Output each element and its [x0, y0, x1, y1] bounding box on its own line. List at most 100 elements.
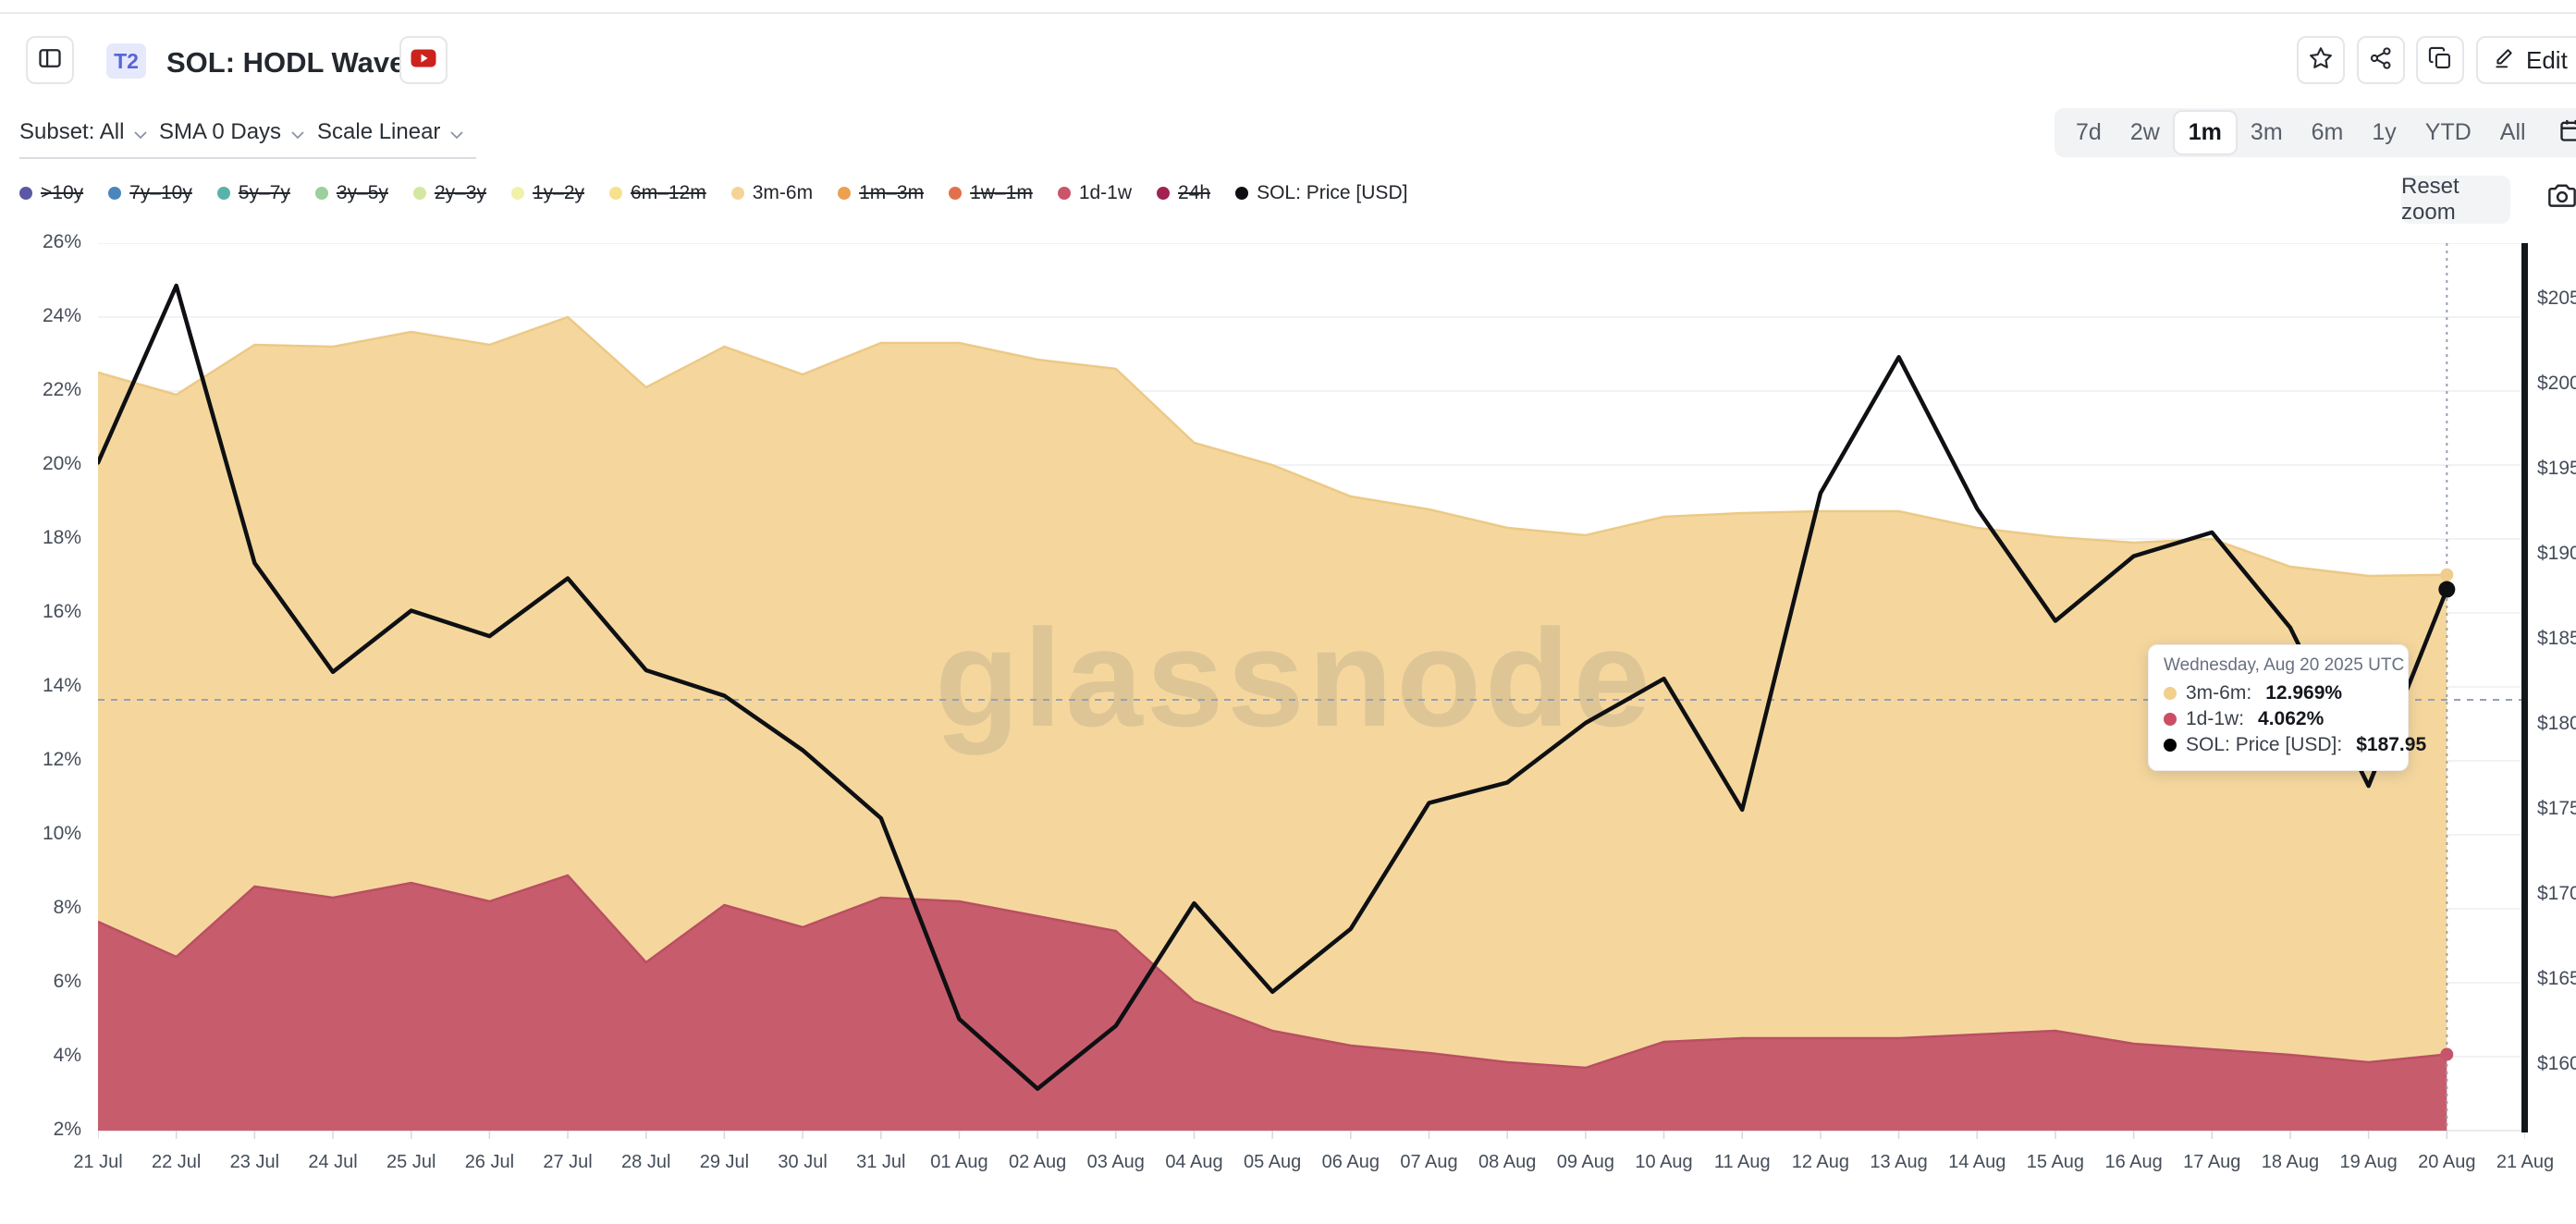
tooltip-series-label: 3m-6m: — [2186, 682, 2252, 704]
legend-dot — [609, 187, 623, 200]
price-axis-label: $175 — [2537, 797, 2576, 819]
legend-dot — [838, 187, 852, 200]
legend-item-6m-12m[interactable]: 6m–12m — [609, 182, 706, 204]
legend-label: 1d-1w — [1078, 182, 1133, 203]
date-axis-label: 04 Aug — [1165, 1152, 1223, 1172]
price-axis-label: $180 — [2537, 712, 2576, 734]
legend-item-1m-3m[interactable]: 1m–3m — [838, 182, 924, 204]
legend-dot — [510, 187, 524, 200]
sidebar-toggle-button[interactable] — [26, 36, 74, 84]
tooltip-row: SOL: Price [USD]: $187.95 — [2164, 732, 2426, 758]
percent-axis-label: 18% — [42, 527, 81, 548]
chart-tooltip: Wednesday, Aug 20 2025 UTC 3m-6m: 12.969%… — [2148, 644, 2426, 771]
tier-badge: T2 — [106, 43, 146, 79]
price-axis-labels: $160 $165 $170 $175 $180 $185 $190 $195 $200 $205 — [2537, 243, 2576, 1131]
legend-item-1w-1m[interactable]: 1w–1m — [949, 182, 1033, 204]
reset-zoom-button[interactable]: Reset zoom — [2401, 174, 2510, 225]
price-axis-label: $200 — [2537, 372, 2576, 394]
legend-label: 5y–7y — [238, 182, 290, 203]
date-axis-label: 30 Jul — [778, 1152, 828, 1172]
legend-dot — [949, 187, 963, 200]
percent-axis-label: 20% — [42, 453, 81, 474]
range-button-1m[interactable]: 1m — [2174, 112, 2236, 153]
legend-dot — [19, 187, 32, 200]
range-button-7d[interactable]: 7d — [2076, 119, 2102, 145]
edit-button[interactable]: Edit — [2476, 36, 2576, 84]
tooltip-series-value: 12.969% — [2265, 682, 2343, 704]
date-axis-label: 02 Aug — [1008, 1152, 1067, 1172]
range-button-1y[interactable]: 1y — [2372, 119, 2397, 145]
range-button-All[interactable]: All — [2499, 119, 2526, 145]
legend-dot — [108, 187, 122, 200]
scale-dropdown[interactable]: Scale Linear — [317, 117, 477, 159]
legend-item-2y-3y[interactable]: 2y–3y — [412, 182, 486, 204]
date-axis-label: 19 Aug — [2339, 1152, 2398, 1172]
chevron-down-icon — [450, 120, 464, 146]
date-axis-label: 20 Aug — [2418, 1152, 2476, 1172]
sma-dropdown-label: SMA 0 Days — [159, 118, 282, 144]
percent-axis-label: 6% — [53, 971, 81, 992]
legend-item-5y-7y[interactable]: 5y–7y — [216, 182, 290, 204]
legend-item-3y-5y[interactable]: 3y–5y — [314, 182, 388, 204]
date-axis-label: 03 Aug — [1086, 1152, 1145, 1172]
legend-item-3m-6m[interactable]: 3m-6m — [730, 182, 814, 204]
price-axis-label: $170 — [2537, 882, 2576, 904]
legend-label: 3m-6m — [752, 182, 814, 203]
date-axis-label: 27 Jul — [543, 1152, 593, 1172]
legend-dot — [314, 187, 328, 200]
chevron-down-icon — [291, 120, 304, 146]
legend-label: SOL: Price [USD] — [1257, 182, 1408, 203]
glassnode-watermark: glassnode — [935, 600, 1654, 755]
legend-label: 3y–5y — [336, 182, 388, 203]
date-axis-label: 13 Aug — [1870, 1152, 1928, 1172]
price-axis-line — [2521, 243, 2528, 1132]
legend-label: 7y–10y — [129, 182, 192, 203]
range-buttons: 7d 2w 1m 3m 6m 1y YTD All — [2055, 108, 2576, 157]
legend-dot — [216, 187, 230, 200]
favorite-button[interactable] — [2297, 36, 2345, 84]
copy-button[interactable] — [2416, 36, 2464, 84]
legend-item-1d-1w[interactable]: 1d-1w — [1057, 182, 1133, 204]
star-icon — [2308, 45, 2334, 76]
range-button-6m[interactable]: 6m — [2311, 119, 2344, 145]
area-3m-6m-edge — [98, 315, 2447, 578]
tooltip-series-dot — [2164, 713, 2177, 726]
legend-item-1y-2y[interactable]: 1y–2y — [510, 182, 585, 204]
price-axis-label: $195 — [2537, 457, 2576, 479]
date-axis-labels: 21 Jul 22 Jul 23 Jul 24 Jul 25 Jul 26 Jul 27 J… — [73, 1152, 2554, 1180]
hodl-waves-chart[interactable]: glassnode — [98, 243, 2525, 1145]
price-line — [98, 283, 2449, 1091]
percent-axis-label: 14% — [42, 675, 81, 696]
area-1d-1w-edge — [98, 874, 2447, 1070]
percent-axis-label: 2% — [53, 1119, 81, 1140]
calendar-button[interactable] — [2545, 108, 2576, 157]
price-axis-label: $185 — [2537, 627, 2576, 649]
share-button[interactable] — [2357, 36, 2405, 84]
date-axis-label: 26 Jul — [464, 1152, 515, 1172]
subset-dropdown[interactable]: Subset: All — [19, 117, 161, 159]
legend-item--10y[interactable]: >10y — [19, 182, 83, 204]
range-button-3m[interactable]: 3m — [2250, 119, 2283, 145]
date-axis-label: 16 Aug — [2104, 1152, 2163, 1172]
range-button-2w[interactable]: 2w — [2129, 119, 2160, 145]
sma-dropdown[interactable]: SMA 0 Days — [159, 117, 318, 159]
percent-axis-label: 26% — [42, 231, 81, 252]
percent-axis-label: 22% — [42, 379, 81, 400]
date-axis-label: 12 Aug — [1791, 1152, 1850, 1172]
date-axis-label: 07 Aug — [1400, 1152, 1458, 1172]
top-divider — [0, 12, 2576, 14]
legend-label: 6m–12m — [631, 182, 706, 203]
legend-label: 1y–2y — [532, 182, 585, 203]
youtube-button[interactable] — [399, 36, 448, 84]
legend-item-SOL-Price-USD-[interactable]: SOL: Price [USD] — [1235, 182, 1407, 204]
percent-axis-label: 4% — [53, 1045, 81, 1066]
date-axis-label: 28 Jul — [621, 1152, 671, 1172]
area-3m-6m — [98, 317, 2447, 1068]
screenshot-button[interactable] — [2546, 181, 2576, 214]
percent-axis-label: 24% — [42, 305, 81, 326]
legend-item-24h[interactable]: 24h — [1157, 182, 1210, 204]
range-button-YTD[interactable]: YTD — [2424, 119, 2472, 145]
legend-item-7y-10y[interactable]: 7y–10y — [108, 182, 192, 204]
area-1d-1w — [98, 875, 2447, 1131]
date-axis-label: 11 Aug — [1713, 1152, 1771, 1172]
